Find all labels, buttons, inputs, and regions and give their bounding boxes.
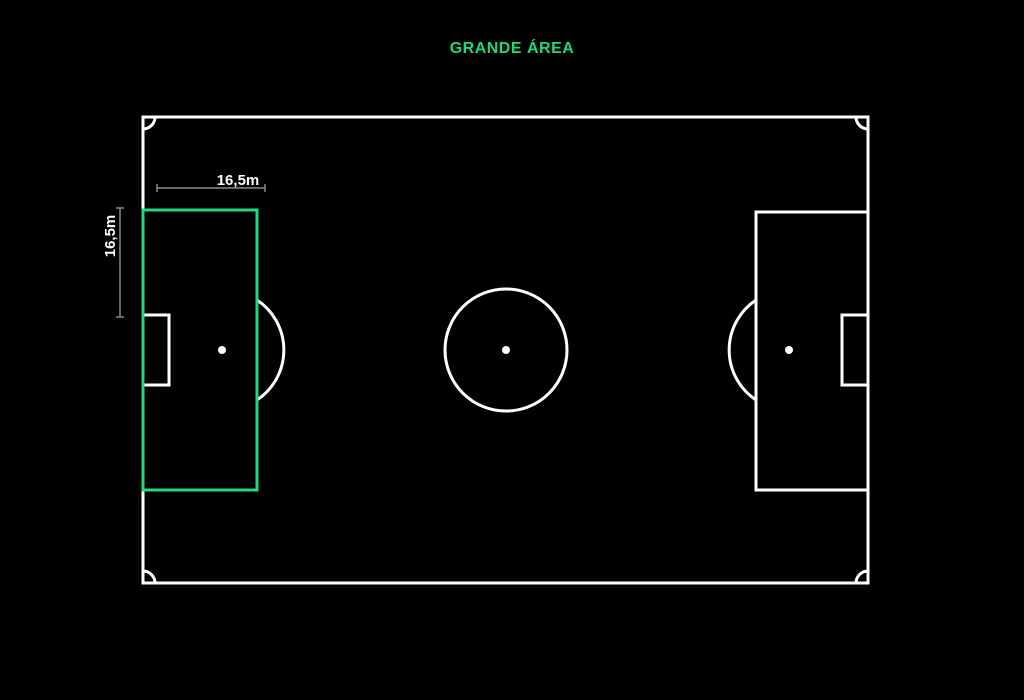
height-dimension-marker bbox=[116, 207, 124, 318]
left-penalty-area-highlight bbox=[141, 208, 259, 492]
left-penalty-arc bbox=[256, 298, 286, 402]
right-penalty-arc bbox=[727, 298, 757, 402]
width-dimension-label: 16,5m bbox=[217, 172, 260, 189]
height-dimension-label: 16,5m bbox=[102, 215, 119, 258]
width-dimension-marker bbox=[156, 184, 266, 192]
corner-arc-top-right bbox=[854, 116, 869, 131]
center-spot bbox=[502, 346, 510, 354]
right-penalty-area bbox=[754, 210, 870, 492]
left-goal-area bbox=[141, 313, 171, 387]
left-penalty-spot bbox=[218, 346, 226, 354]
center-circle bbox=[443, 287, 569, 413]
corner-arc-bottom-left bbox=[142, 569, 157, 584]
corner-arc-bottom-right bbox=[854, 569, 869, 584]
right-penalty-spot bbox=[785, 346, 793, 354]
corner-arc-top-left bbox=[142, 116, 157, 131]
diagram-title: GRANDE ÁREA bbox=[449, 40, 575, 57]
right-goal-area bbox=[840, 313, 870, 387]
